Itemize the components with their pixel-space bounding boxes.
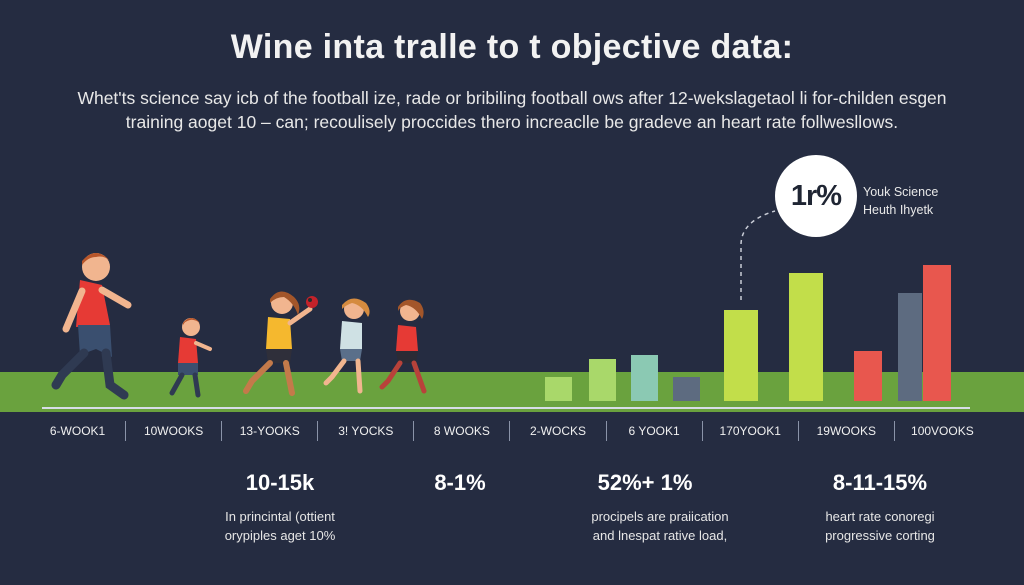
badge-caption-line1: Youk Science	[863, 185, 939, 199]
badge-value: 1r%	[790, 179, 842, 212]
bar	[854, 351, 882, 401]
week-labels: 6-WOOK1 10WOOKS 13-YOOKS 3! YOCKS 8 WOOK…	[30, 420, 990, 442]
running-child-icon	[169, 318, 212, 398]
stat-note: In princintal (ottient orypiples aget 10…	[180, 507, 380, 545]
stat-value: 8-1%	[434, 470, 486, 495]
week-label: 10WOOKS	[126, 421, 223, 441]
stat-note-line: heart rate conoregi	[825, 509, 935, 524]
page-title: Wine inta tralle to t objective data:	[230, 28, 794, 66]
week-label: 100VOOKS	[911, 424, 974, 438]
bar	[589, 359, 616, 401]
week-label: 8 WOOKS	[414, 421, 511, 441]
running-child-icon	[243, 291, 313, 396]
running-child-icon	[323, 298, 370, 394]
stat-note-line: orypiples aget 10%	[224, 528, 336, 543]
bar	[673, 377, 700, 401]
bar	[789, 273, 823, 401]
stat-note: heart rate conoregi progressive corting	[790, 507, 970, 545]
running-child-icon	[379, 299, 427, 394]
stat-value: 8-11-15%	[832, 470, 928, 495]
running-children-illustration	[51, 253, 427, 400]
stat-value: 52%+ 1%	[597, 470, 693, 495]
stat-note: procipels are praiication and lnespat ra…	[560, 507, 760, 545]
week-label: 6 YOOK1	[607, 421, 703, 441]
stat-note-line: progressive corting	[825, 528, 935, 543]
week-label: 3! YOCKS	[318, 421, 415, 441]
stat-note-line: In princintal (ottient	[225, 509, 335, 524]
bar	[545, 377, 572, 401]
running-child-icon	[51, 253, 132, 400]
bar-chart-icon	[545, 265, 951, 401]
stat-note-line: procipels are praiication	[591, 509, 729, 524]
football-icon	[306, 296, 318, 308]
badge-caption-line2: Heuth Ihyetk	[863, 203, 934, 217]
bar	[631, 355, 658, 401]
week-label: 170YOOK1	[703, 421, 799, 441]
bar	[923, 265, 951, 401]
page-subtitle: Whet'ts science say icb of the football …	[77, 88, 947, 132]
badge-caption: Youk Science Heuth Ihyetk	[863, 183, 938, 219]
ground-baseline	[42, 407, 970, 409]
stat-note-line: and lnespat rative load,	[592, 528, 728, 543]
percentage-badge: 1r%	[775, 155, 857, 237]
week-label: 2-WOCKS	[510, 421, 607, 441]
week-label: 6-WOOK1	[30, 421, 127, 441]
stat-value: 10-15k	[245, 470, 315, 495]
bar	[724, 310, 758, 401]
badge-leader-line	[740, 210, 776, 300]
week-label: 19WOOKS	[799, 421, 895, 441]
week-label: 13-YOOKS	[222, 421, 319, 441]
bar	[898, 293, 922, 401]
